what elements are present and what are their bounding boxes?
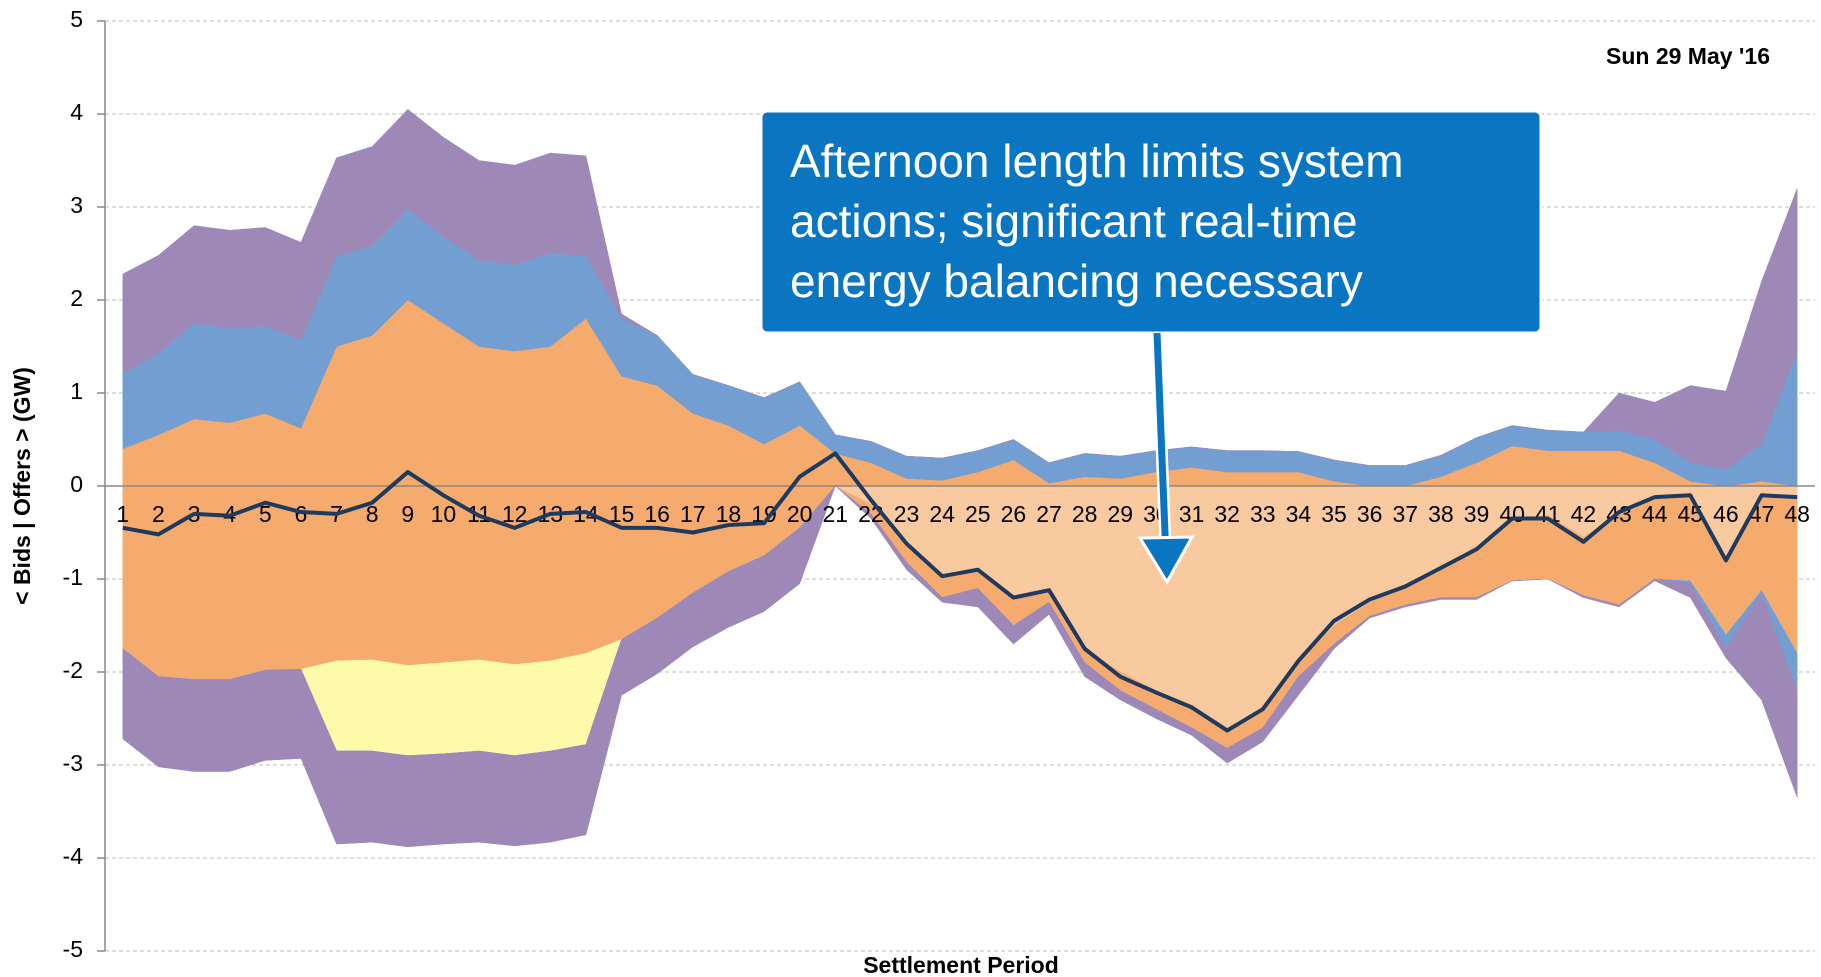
- callout-box: [759, 109, 1543, 335]
- x-tick-label: 48: [1784, 501, 1810, 527]
- x-tick-label: 25: [965, 501, 991, 527]
- x-tick-label: 31: [1179, 501, 1205, 527]
- x-tick-label: 21: [823, 501, 849, 527]
- x-tick-label: 9: [401, 501, 414, 527]
- callout-text: Afternoon length limits system: [790, 135, 1404, 187]
- area: [122, 109, 1798, 470]
- y-tick-label: -3: [63, 750, 83, 776]
- x-tick-label: 16: [644, 501, 670, 527]
- x-tick-label: 27: [1036, 501, 1062, 527]
- x-tick-label: 17: [680, 501, 706, 527]
- x-tick-label: 20: [787, 501, 813, 527]
- y-tick-label: 1: [70, 378, 83, 404]
- x-tick-label: 28: [1072, 501, 1098, 527]
- x-tick-label: 44: [1642, 501, 1668, 527]
- y-tick-label: 3: [70, 192, 83, 218]
- x-tick-label: 42: [1571, 501, 1597, 527]
- callout-text: energy balancing necessary: [790, 255, 1363, 307]
- x-tick-label: 23: [894, 501, 920, 527]
- y-tick-label: -5: [63, 936, 83, 962]
- callout-arrowhead: [1137, 535, 1195, 585]
- x-tick-label: 1: [116, 501, 129, 527]
- y-tick-label: 4: [70, 99, 83, 125]
- x-tick-label: 10: [431, 501, 457, 527]
- y-tick-label: 5: [70, 6, 83, 32]
- x-tick-label: 35: [1321, 501, 1347, 527]
- x-tick-label: 32: [1214, 501, 1240, 527]
- x-tick-label: 29: [1108, 501, 1134, 527]
- x-tick-label: 33: [1250, 501, 1276, 527]
- y-tick-label: -1: [63, 564, 83, 590]
- x-tick-label: 22: [858, 501, 884, 527]
- callout-arrow: [1153, 332, 1170, 559]
- x-tick-label: 2: [152, 501, 165, 527]
- x-tick-label: 5: [259, 501, 272, 527]
- y-tick-label: 0: [70, 471, 83, 497]
- x-tick-label: 6: [295, 501, 308, 527]
- x-tick-label: 39: [1464, 501, 1490, 527]
- date-annotation: Sun 29 May '16: [1606, 43, 1770, 69]
- area: [122, 485, 1798, 848]
- callout: Afternoon length limits system actions; s…: [759, 109, 1543, 585]
- x-tick-label: 40: [1499, 501, 1525, 527]
- x-tick-label: 36: [1357, 501, 1383, 527]
- x-tick-label: 37: [1393, 501, 1419, 527]
- x-tick-label: 24: [929, 501, 955, 527]
- x-tick-label: 8: [366, 501, 379, 527]
- y-tick-label: 2: [70, 285, 83, 311]
- y-tick-label: -4: [63, 843, 84, 869]
- x-tick-label: 34: [1286, 501, 1312, 527]
- net-line: [122, 451, 1798, 733]
- x-tick-label: 46: [1713, 501, 1739, 527]
- x-tick-label: 38: [1428, 501, 1454, 527]
- callout-text: actions; significant real-time: [790, 195, 1358, 247]
- y-tick-label: -2: [63, 657, 83, 683]
- x-tick-label: 26: [1001, 501, 1027, 527]
- x-axis-title: Settlement Period: [863, 952, 1059, 977]
- y-axis-title: < Bids | Offers > (GW): [9, 367, 35, 605]
